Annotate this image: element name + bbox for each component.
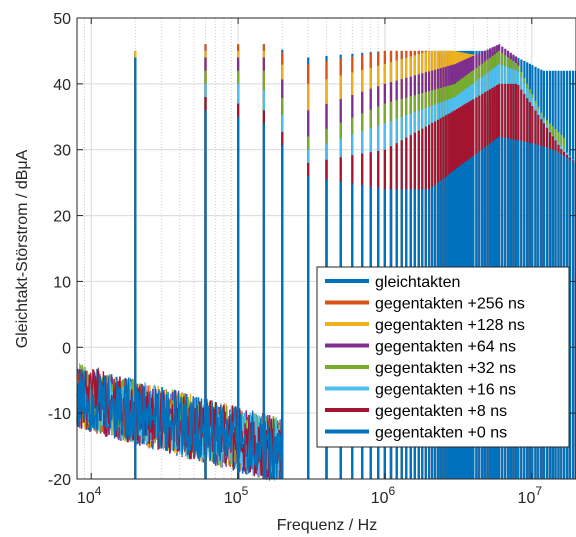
x-tick-label-exponent: 4 xyxy=(95,484,102,498)
legend-label-7: gegentakten +0 ns xyxy=(375,425,507,442)
x-tick-label-base: 10 xyxy=(518,490,536,507)
x-tick-label-exponent: 7 xyxy=(535,484,542,498)
y-tick-label: 10 xyxy=(53,274,71,291)
y-tick-label: 40 xyxy=(53,77,71,94)
y-tick-label: 30 xyxy=(53,143,71,160)
legend-label-2: gegentakten +128 ns xyxy=(375,317,525,334)
legend-label-4: gegentakten +32 ns xyxy=(375,360,516,377)
y-tick-label: -10 xyxy=(48,406,71,423)
legend: gleichtakten gegentakten +256 ns gegentakt… xyxy=(316,266,570,448)
legend-label-0: gleichtakten xyxy=(375,274,460,291)
x-tick-label-base: 10 xyxy=(371,490,389,507)
x-tick-label: 104 xyxy=(77,484,102,507)
x-tick-label-exponent: 5 xyxy=(242,484,249,498)
legend-label-1: gegentakten +256 ns xyxy=(375,296,525,313)
x-tick-label-base: 10 xyxy=(77,490,95,507)
legend-label-6: gegentakten +8 ns xyxy=(375,403,507,420)
y-tick-label: 50 xyxy=(53,11,71,28)
x-tick-label: 105 xyxy=(224,484,249,507)
y-axis-label: Gleichtakt-Störstrom / dBμA xyxy=(14,149,31,348)
x-tick-label-exponent: 6 xyxy=(388,484,395,498)
y-tick-label: 0 xyxy=(62,340,71,357)
legend-box xyxy=(316,266,570,448)
x-axis-label: Frequenz / Hz xyxy=(277,517,377,534)
noise-floor-7 xyxy=(76,369,283,482)
x-tick-label: 106 xyxy=(371,484,396,507)
y-tick-label: -20 xyxy=(48,472,71,489)
plot-frame xyxy=(76,17,576,480)
y-tick-label: 20 xyxy=(53,209,71,226)
legend-label-3: gegentakten +64 ns xyxy=(375,339,516,356)
x-tick-label: 107 xyxy=(518,484,543,507)
x-tick-label-base: 10 xyxy=(224,490,242,507)
legend-label-5: gegentakten +16 ns xyxy=(375,382,516,399)
